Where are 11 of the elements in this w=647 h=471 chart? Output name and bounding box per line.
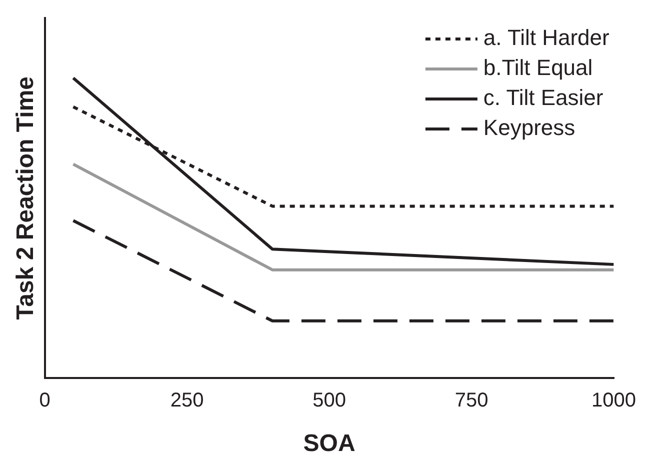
x-tick-label: 1000 bbox=[592, 390, 636, 412]
legend-label: c. Tilt Easier bbox=[483, 85, 604, 110]
x-axis-title: SOA bbox=[303, 430, 356, 458]
x-tick-label: 250 bbox=[170, 390, 204, 412]
legend-label: a. Tilt Harder bbox=[483, 25, 610, 50]
x-tick-label: 500 bbox=[312, 390, 346, 412]
x-tick-label: 750 bbox=[454, 390, 488, 412]
legend-label: b.Tilt Equal bbox=[483, 55, 593, 80]
x-tick-label: 0 bbox=[39, 390, 50, 412]
y-axis-title: Task 2 Reaction Time bbox=[12, 76, 40, 320]
legend-label: Keypress bbox=[483, 115, 576, 140]
